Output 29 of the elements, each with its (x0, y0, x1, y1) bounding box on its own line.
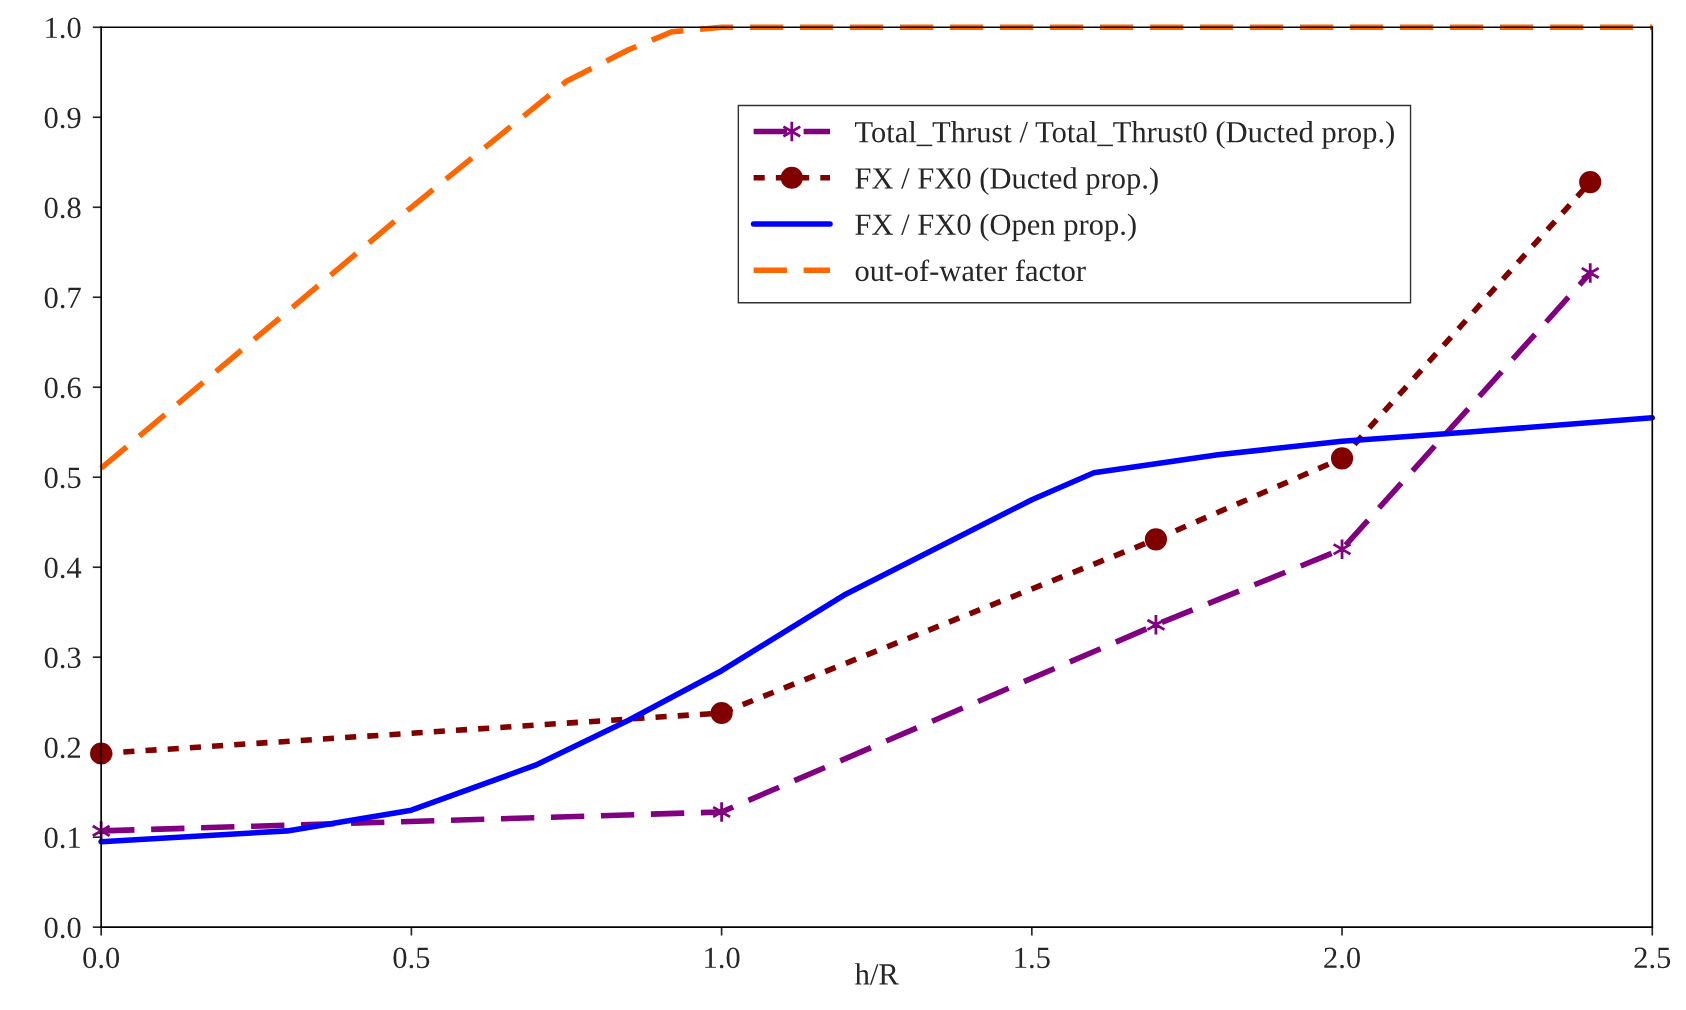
x-tick-label: 1.0 (705, 947, 740, 969)
y-tick-label: 0.1 (44, 827, 80, 849)
x-tick-label: 0.5 (393, 947, 430, 969)
y-tick-label: 0.8 (44, 197, 81, 219)
y-tick-label: 0.5 (44, 467, 81, 489)
point (1144, 528, 1168, 551)
x-axis-title: h/R (854, 963, 899, 985)
y-tick-label: 0.6 (44, 377, 81, 399)
x-tick-label: 0.0 (83, 947, 120, 969)
point (90, 742, 113, 765)
x-tick-label: 2.0 (1324, 947, 1360, 969)
y-tick-label: 0.7 (44, 287, 81, 309)
point (711, 800, 732, 824)
y-tick-label: 0.2 (44, 737, 81, 759)
point (710, 701, 733, 725)
point (1579, 170, 1602, 194)
x-tick-label: 2.5 (1634, 947, 1671, 969)
x-tick-label: 1.5 (1015, 947, 1050, 969)
y-tick-label: 1.0 (46, 17, 81, 39)
y-tick-label: 0.3 (44, 647, 81, 669)
y-tick-label: 0.9 (44, 107, 81, 129)
point (1580, 261, 1601, 285)
legend-label: Total_Thrust / Total_Thrust0 (Ducted prop.) (855, 121, 1394, 149)
y-tick-label: 0.4 (44, 557, 82, 579)
legend-label: FX / FX0 (Open prop.) (855, 213, 1136, 242)
legend-label: FX / FX0 (Ducted prop.) (855, 167, 1158, 195)
y-tick-label: 0.0 (44, 917, 81, 939)
point (1330, 447, 1354, 470)
legend-label: out-of-water factor (855, 259, 1086, 282)
